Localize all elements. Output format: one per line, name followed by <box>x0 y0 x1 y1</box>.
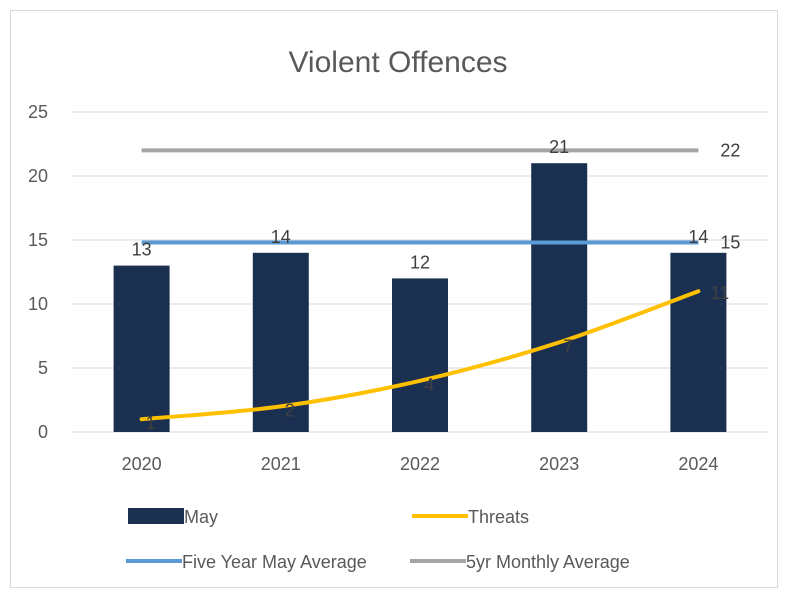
y-tick-label: 0 <box>38 422 48 442</box>
bar-may <box>531 163 588 432</box>
y-tick-label: 5 <box>38 358 48 378</box>
y-tick-label: 25 <box>28 102 48 122</box>
bar-value-label: 14 <box>688 227 708 247</box>
bar-may <box>113 265 170 432</box>
threats-value-label: 2 <box>285 400 295 420</box>
legend-label: Five Year May Average <box>182 552 367 572</box>
threats-value-label: 4 <box>424 375 434 395</box>
bar-may <box>392 278 448 432</box>
five-year-may-average-line-label: 15 <box>720 233 740 253</box>
x-axis-ticks: 2020 2021 2022 2023 2024 <box>122 454 719 474</box>
legend-label: Threats <box>468 507 529 527</box>
may-bars <box>113 163 727 432</box>
x-tick-label: 2021 <box>261 454 301 474</box>
five-yr-monthly-average-line-label: 22 <box>720 140 740 160</box>
y-tick-label: 10 <box>28 294 48 314</box>
grid-lines <box>72 111 768 433</box>
y-tick-label: 20 <box>28 166 48 186</box>
threats-value-label: 7 <box>563 336 573 356</box>
legend-label: May <box>184 507 218 527</box>
bar-value-label: 13 <box>132 240 152 260</box>
threats-line <box>139 289 701 422</box>
x-tick-label: 2022 <box>400 454 440 474</box>
legend-swatch-may <box>128 508 184 524</box>
x-tick-label: 2020 <box>122 454 162 474</box>
chart-title: Violent Offences <box>288 46 507 79</box>
series-lines <box>139 148 701 422</box>
y-tick-label: 15 <box>28 230 48 250</box>
y-axis-ticks: 0 5 10 15 20 25 <box>28 102 48 442</box>
bar-value-label: 21 <box>549 137 569 157</box>
bar-value-label: 12 <box>410 252 430 272</box>
legend: May Threats Five Year May Average 5yr Month… <box>126 507 630 572</box>
threats-value-label: 1 <box>146 413 156 433</box>
bar-value-label: 14 <box>271 227 291 247</box>
x-tick-label: 2024 <box>678 454 718 474</box>
legend-label: 5yr Monthly Average <box>466 552 630 572</box>
x-tick-label: 2023 <box>539 454 579 474</box>
bar-may <box>670 252 727 432</box>
threats-value-label: 11 <box>710 283 729 303</box>
